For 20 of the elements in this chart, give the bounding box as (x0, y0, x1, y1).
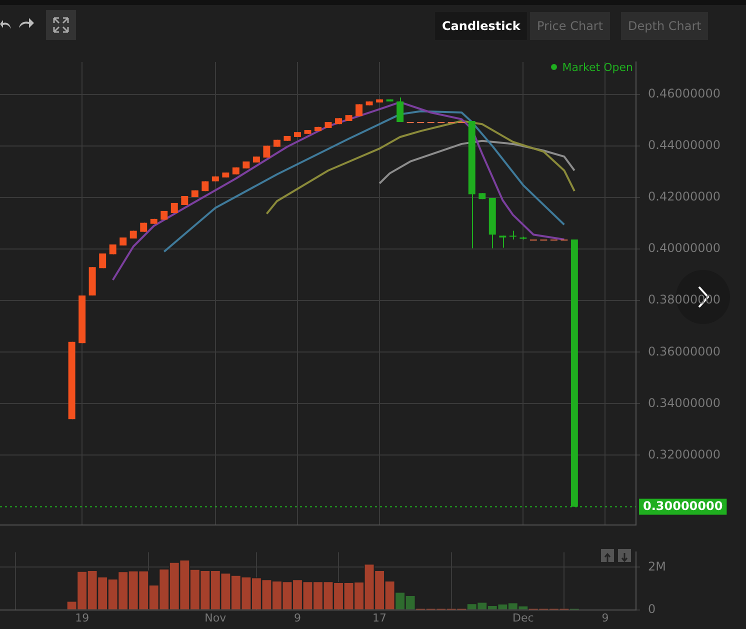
y-tick-label: 0.36000000 (648, 344, 721, 358)
text: Price Chart (530, 12, 610, 40)
y-tick-label: 0.46000000 (648, 86, 721, 101)
x-tick-label: Nov (204, 611, 227, 624)
ref-line-label: 0.30000000 (643, 498, 723, 513)
x-tick-label: 19 (75, 611, 90, 624)
x-tick-label: 9 (602, 611, 609, 624)
x-tick-label: Dec (512, 611, 534, 624)
y-tick-label: 0.40000000 (648, 241, 721, 256)
y-tick-label: 0.32000000 (648, 447, 721, 462)
text: Depth Chart (621, 12, 708, 40)
text: Candlestick (435, 12, 528, 40)
y-tick-label: 2M (648, 559, 666, 574)
annotation: Market Open (562, 61, 633, 74)
x-tick-label: 9 (294, 611, 301, 624)
x-tick-label: 17 (372, 611, 387, 624)
y-tick-label: 0 (648, 602, 656, 616)
y-tick-label: 0.34000000 (648, 396, 721, 410)
y-tick-label: 0.44000000 (648, 138, 721, 152)
y-tick-label: 0.42000000 (648, 190, 721, 204)
